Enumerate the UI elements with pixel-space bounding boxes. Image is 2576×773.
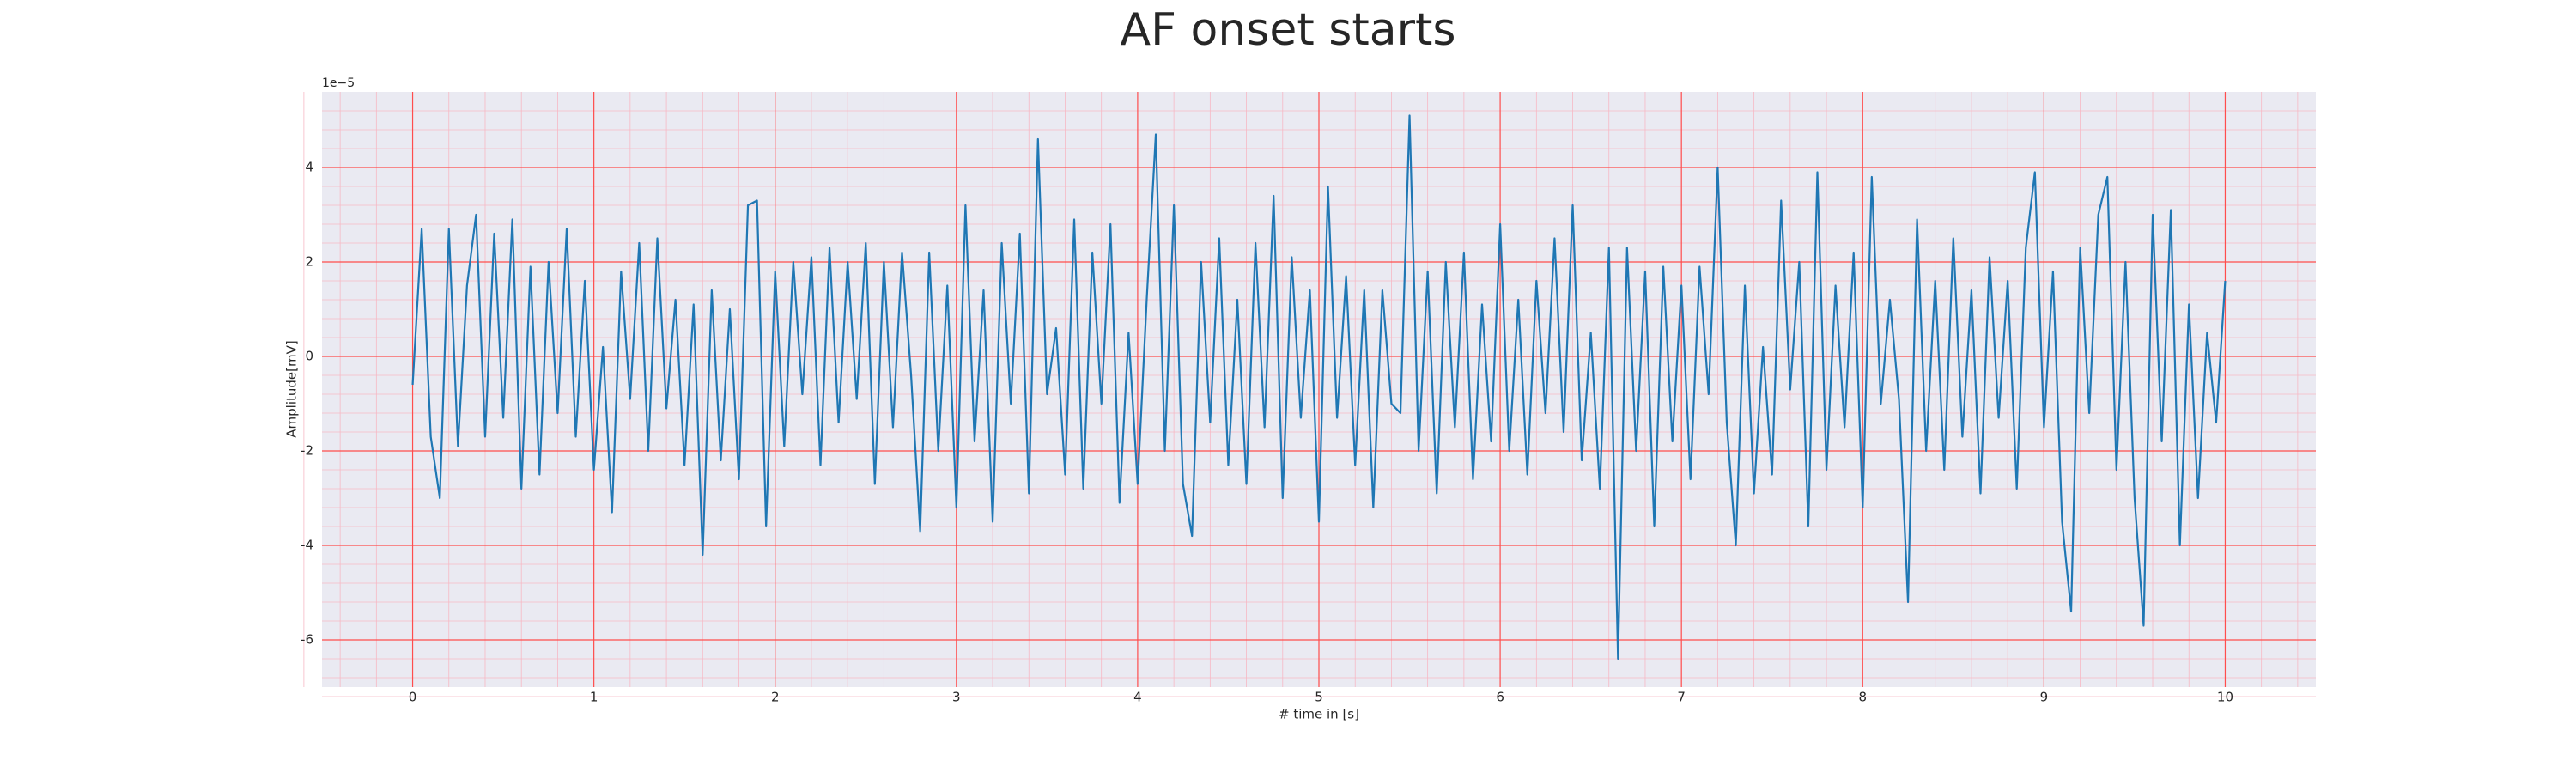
x-tick-label: 10 — [2217, 690, 2233, 705]
x-tick-label: 4 — [1133, 690, 1142, 705]
x-tick-label: 9 — [2040, 690, 2049, 705]
y-tick-label: -4 — [301, 538, 313, 553]
x-tick-label: 5 — [1315, 690, 1323, 705]
chart-title: AF onset starts — [1121, 4, 1456, 56]
y-tick-label: -6 — [301, 632, 313, 648]
x-tick-label: 3 — [952, 690, 961, 705]
y-tick-label: 0 — [305, 349, 313, 364]
y-tick-label: 4 — [305, 160, 313, 175]
y-offset-label: 1e−5 — [322, 76, 355, 90]
x-tick-label: 8 — [1858, 690, 1867, 705]
x-tick-label: 1 — [590, 690, 598, 705]
y-tick-label: -2 — [301, 443, 313, 459]
y-axis-label: Amplitude[mV] — [284, 340, 300, 437]
x-axis-label: # time in [s] — [1279, 707, 1359, 722]
x-tick-label: 2 — [771, 690, 780, 705]
x-tick-label: 0 — [409, 690, 417, 705]
x-tick-label: 6 — [1496, 690, 1504, 705]
signal-line — [411, 114, 2227, 660]
y-tick-label: 2 — [305, 254, 313, 270]
x-tick-label: 7 — [1677, 690, 1686, 705]
